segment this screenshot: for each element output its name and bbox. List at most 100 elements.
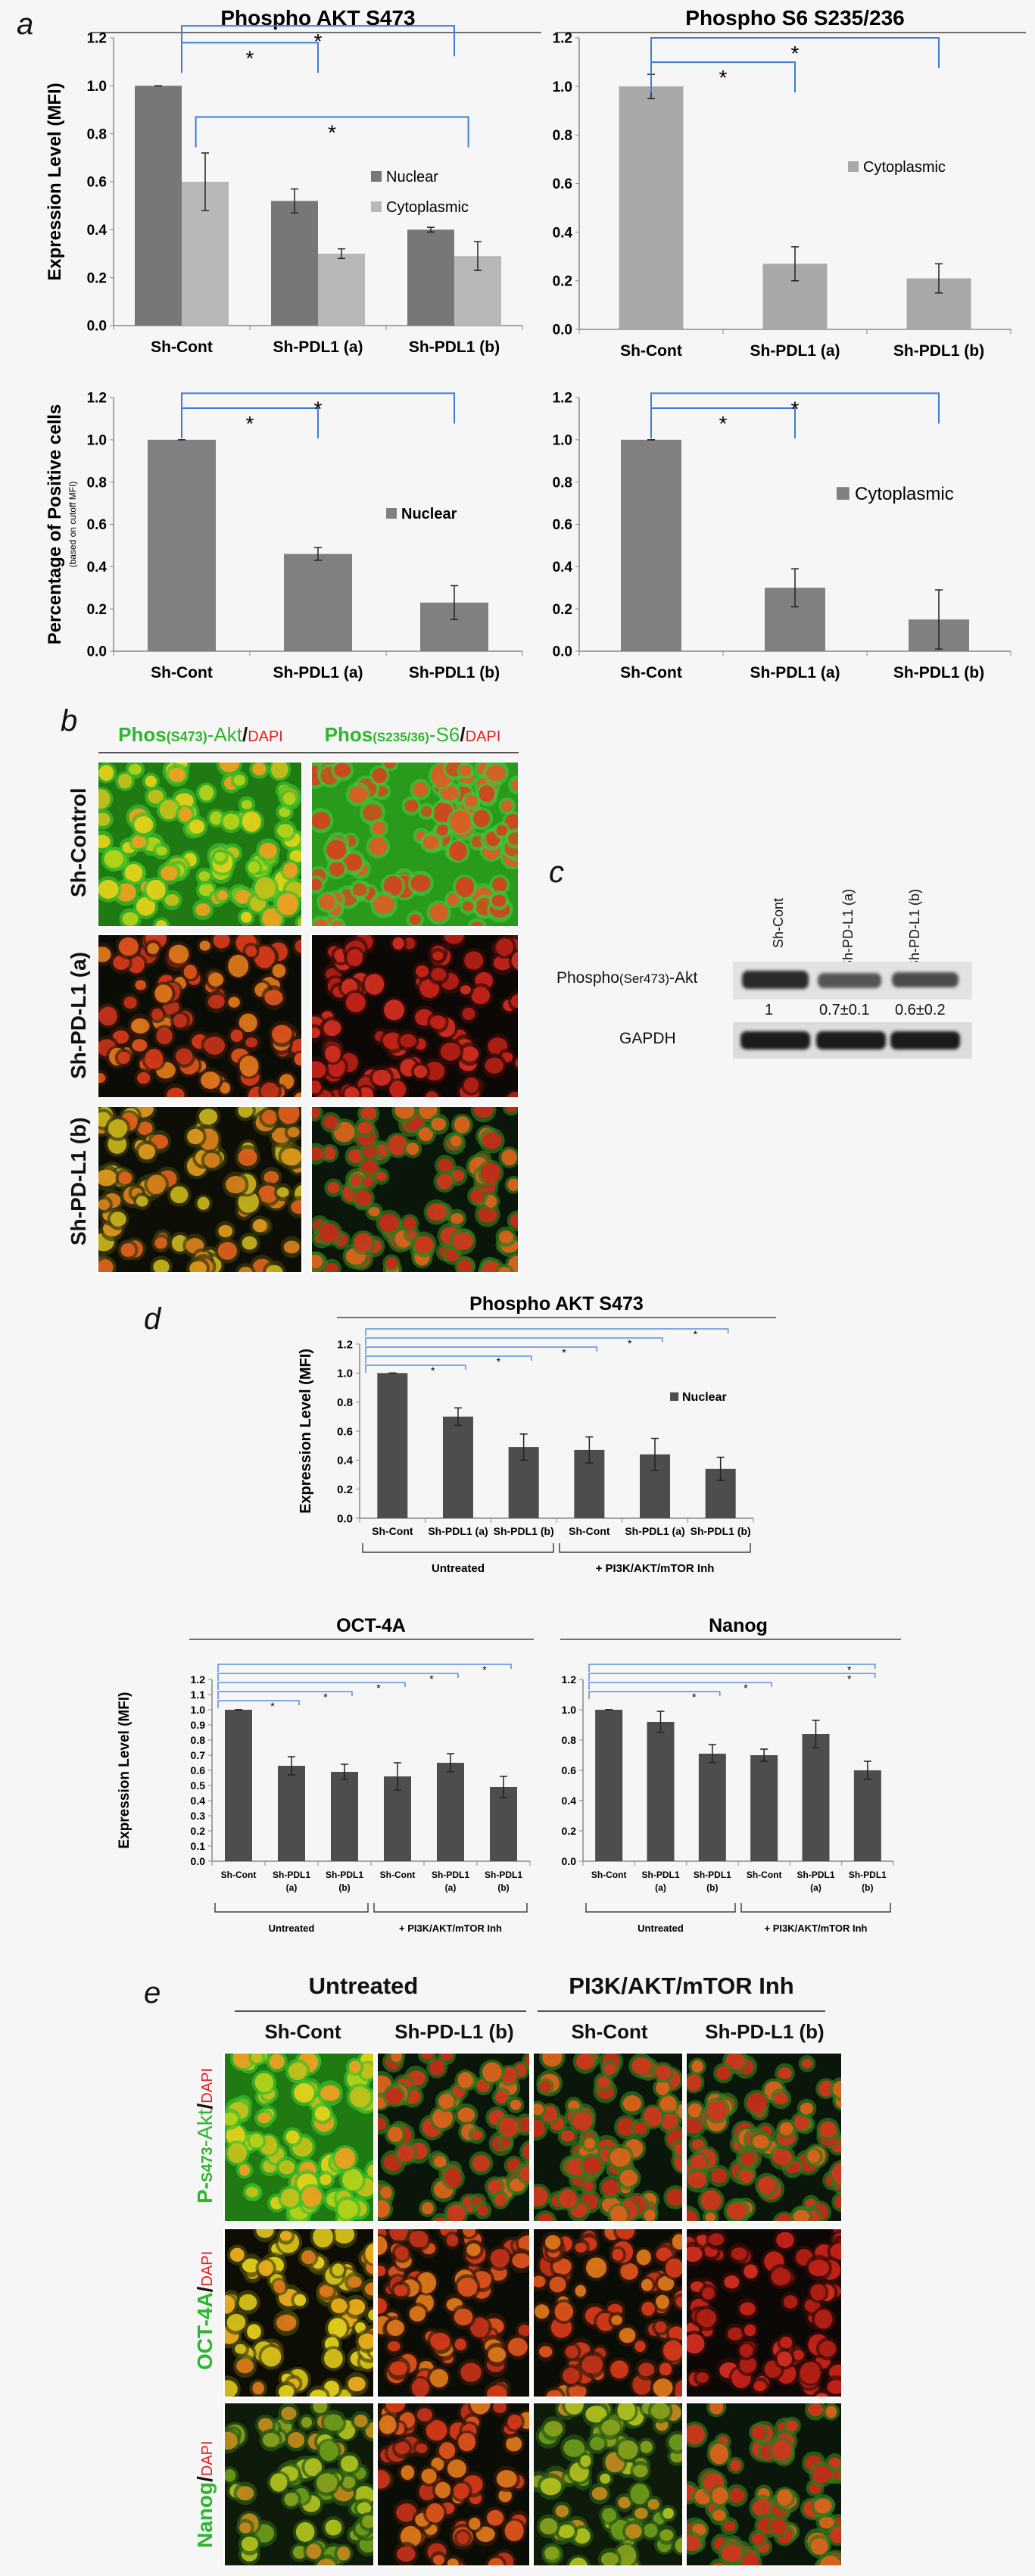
cell-nucleus bbox=[389, 2229, 408, 2241]
cell-nucleus bbox=[430, 1015, 446, 1030]
micrograph-e-2-1 bbox=[223, 2228, 375, 2398]
significance-star: * bbox=[482, 1664, 487, 1676]
micrograph-e-1-2 bbox=[376, 2052, 531, 2222]
x-category-label: Sh-PDL1 (a) bbox=[625, 1525, 684, 1537]
x-category-label: Sh-PDL1 (b) bbox=[409, 664, 500, 681]
cell-nucleus bbox=[480, 1162, 501, 1184]
cell-nucleus bbox=[602, 2178, 619, 2196]
panel-e-row-label-1: P-S473-Akt/DAPI bbox=[193, 2068, 217, 2203]
cell-nucleus bbox=[471, 987, 491, 1005]
cell-nucleus bbox=[488, 2179, 502, 2194]
bar bbox=[619, 86, 684, 330]
micrograph-b-2-2 bbox=[310, 934, 519, 1099]
cell-nucleus bbox=[214, 852, 226, 862]
cell-nucleus bbox=[644, 2523, 658, 2538]
cell-nucleus bbox=[295, 939, 301, 953]
cell-nucleus bbox=[603, 2063, 616, 2075]
cell-nucleus bbox=[545, 2235, 561, 2250]
cell-nucleus bbox=[294, 1053, 301, 1066]
x-category-label: (a) bbox=[810, 1882, 821, 1893]
cell-nucleus bbox=[507, 2414, 522, 2430]
x-category-label: Sh-PDL1 (a) bbox=[273, 664, 363, 681]
cell-nucleus bbox=[312, 878, 323, 891]
blot-quant-2: 0.7±0.1 bbox=[819, 1002, 870, 1018]
bar bbox=[225, 1710, 252, 1861]
cell-nucleus bbox=[830, 2243, 841, 2260]
group-bracket bbox=[214, 1903, 369, 1913]
x-category-label: Sh-Cont bbox=[569, 1525, 610, 1537]
cell-nucleus bbox=[159, 800, 179, 820]
legend-swatch bbox=[837, 487, 850, 500]
cell-nucleus bbox=[245, 945, 257, 957]
cell-nucleus bbox=[136, 897, 156, 916]
cell-nucleus bbox=[218, 1224, 233, 1238]
cell-nucleus bbox=[426, 2503, 444, 2523]
micrograph-e-2-4 bbox=[685, 2228, 843, 2398]
blot-phospho-akt bbox=[733, 962, 972, 1000]
y-tick-label: 1.2 bbox=[87, 31, 107, 47]
cell-nucleus bbox=[446, 2235, 459, 2247]
x-category-label: Sh-PDL1 bbox=[432, 1870, 469, 1880]
cell-nucleus bbox=[711, 2168, 728, 2184]
x-category-label: Sh-PDL1 bbox=[797, 1870, 834, 1880]
cell-nucleus bbox=[647, 2499, 659, 2510]
cell-nucleus bbox=[281, 2406, 297, 2421]
cell-nucleus bbox=[183, 965, 197, 980]
cell-nucleus bbox=[187, 1128, 204, 1145]
cell-nucleus bbox=[396, 2503, 417, 2522]
cell-nucleus bbox=[386, 2319, 404, 2336]
cell-nucleus bbox=[388, 1134, 407, 1155]
cell-nucleus bbox=[771, 2267, 791, 2286]
cell-nucleus bbox=[235, 890, 251, 904]
cell-nucleus bbox=[610, 2360, 628, 2379]
x-category-label: (a) bbox=[286, 1882, 298, 1893]
cell-nucleus bbox=[828, 2457, 841, 2468]
significance-star: * bbox=[694, 1328, 698, 1340]
bar bbox=[443, 1416, 473, 1518]
blot-quant-1: 1 bbox=[765, 1002, 774, 1018]
significance-star: * bbox=[692, 1691, 697, 1703]
cell-nucleus bbox=[731, 2247, 747, 2260]
cell-nucleus bbox=[229, 2247, 245, 2262]
cell-nucleus bbox=[589, 2437, 605, 2451]
cell-nucleus bbox=[325, 1045, 341, 1063]
cell-nucleus bbox=[657, 2276, 675, 2291]
cell-nucleus bbox=[726, 2202, 747, 2220]
cell-nucleus bbox=[666, 2188, 682, 2206]
y-tick-label: 1.2 bbox=[553, 391, 572, 407]
cell-nucleus bbox=[312, 1107, 320, 1118]
cell-nucleus bbox=[775, 2213, 793, 2221]
y-tick-label: 0.3 bbox=[191, 1810, 206, 1822]
legend-swatch bbox=[371, 171, 382, 182]
cell-nucleus bbox=[808, 2259, 829, 2277]
cell-nucleus bbox=[674, 2380, 682, 2397]
x-category-label: (b) bbox=[497, 1882, 509, 1893]
cell-nucleus bbox=[534, 2304, 550, 2319]
cell-nucleus bbox=[739, 2344, 753, 2358]
significance-bracket bbox=[365, 1337, 663, 1346]
x-category-label: Sh-PDL1 bbox=[273, 1870, 310, 1880]
cell-nucleus bbox=[238, 1148, 257, 1167]
cell-nucleus bbox=[793, 2115, 809, 2130]
bar bbox=[331, 1772, 358, 1861]
panel-b-header-1: Phos(S473)-Akt/DAPI bbox=[118, 723, 283, 746]
cell-nucleus bbox=[235, 2358, 254, 2374]
cell-nucleus bbox=[207, 994, 225, 1009]
significance-star: * bbox=[847, 1673, 852, 1685]
y-tick-label: 1.2 bbox=[337, 1338, 353, 1351]
y-tick-label: 0.8 bbox=[553, 475, 572, 491]
cell-nucleus bbox=[463, 901, 474, 912]
cell-nucleus bbox=[460, 985, 471, 995]
cell-nucleus bbox=[454, 2338, 466, 2351]
cell-nucleus bbox=[98, 1199, 110, 1211]
cell-nucleus bbox=[810, 2538, 828, 2555]
cell-nucleus bbox=[430, 2332, 450, 2350]
cell-nucleus bbox=[168, 944, 189, 964]
x-category-label: Sh-PDL1 bbox=[485, 1870, 522, 1880]
x-category-label: Sh-PDL1 bbox=[694, 1870, 731, 1880]
cell-nucleus bbox=[487, 2509, 504, 2526]
panel-b-row-label-1: Sh-Control bbox=[67, 787, 90, 897]
cell-nucleus bbox=[98, 765, 114, 781]
cell-nucleus bbox=[147, 1174, 166, 1194]
cell-nucleus bbox=[643, 2107, 662, 2127]
